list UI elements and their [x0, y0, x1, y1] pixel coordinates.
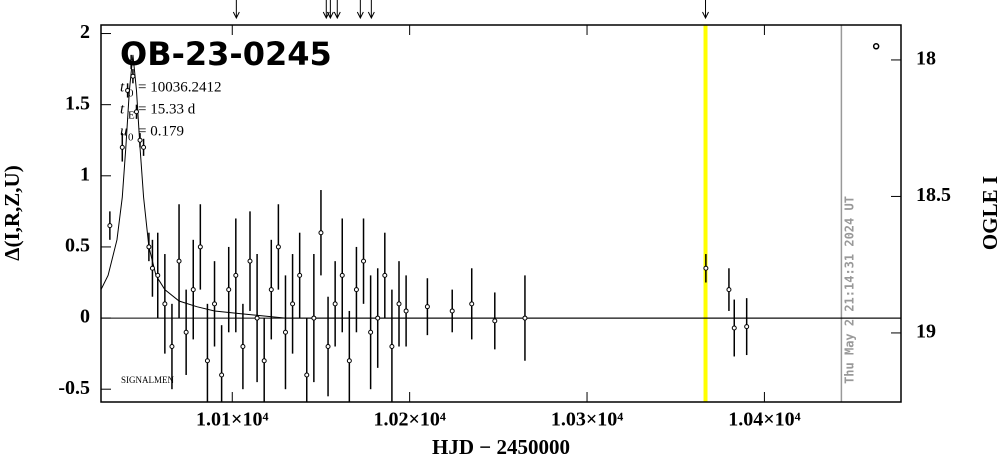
x-tick-label: 1.02×10⁴ — [373, 409, 445, 431]
arrow — [356, 0, 364, 20]
data-point — [424, 304, 430, 310]
ogle-point — [872, 43, 880, 50]
data-point — [744, 324, 750, 330]
data-point — [382, 272, 388, 278]
data-point — [219, 372, 225, 378]
param-sub: 0 — [128, 132, 134, 144]
data-point — [183, 329, 189, 335]
data-point — [703, 265, 709, 271]
timestamp: Thu May 2 21:14:31 2024 UT — [843, 196, 857, 384]
data-point — [247, 258, 253, 264]
param-symbol: u — [120, 123, 128, 139]
param-text: = 0.179 — [138, 123, 184, 139]
arrow — [367, 0, 375, 20]
data-point — [204, 358, 210, 364]
annotation: SIGNALMEN — [121, 375, 174, 385]
data-point — [130, 73, 136, 79]
data-point — [128, 59, 134, 65]
data-point — [149, 265, 155, 271]
data-point — [261, 358, 267, 364]
y-tick-label: 0.5 — [65, 235, 90, 257]
param-symbol: t — [120, 79, 125, 95]
data-point — [318, 230, 324, 236]
y2-tick-label: 19 — [916, 321, 936, 343]
arrow — [232, 0, 240, 20]
arrow — [333, 0, 341, 20]
data-point — [346, 358, 352, 364]
data-point — [226, 287, 232, 293]
data-point — [146, 244, 152, 250]
data-point — [240, 344, 246, 350]
data-point — [492, 318, 498, 324]
y-tick-label: -0.5 — [58, 377, 90, 399]
data-point — [268, 287, 274, 293]
data-point — [212, 301, 218, 307]
data-point — [290, 301, 296, 307]
param-sub: E — [128, 110, 135, 122]
x-tick-label: 1.01×10⁴ — [196, 409, 268, 431]
y2-tick-label: 18 — [916, 48, 936, 70]
data-point — [469, 301, 475, 307]
data-point — [282, 329, 288, 335]
data-point — [176, 258, 182, 264]
y-tick-label: 1 — [80, 163, 90, 185]
data-point — [107, 223, 113, 229]
arrow — [702, 0, 709, 20]
data-point — [396, 301, 402, 307]
data-point — [162, 301, 168, 307]
data-point — [731, 325, 737, 331]
arrow — [326, 0, 334, 20]
chart-title: OB-23-0245 — [120, 35, 332, 73]
data-point — [311, 315, 317, 321]
y2-tick-label: 18.5 — [916, 184, 951, 206]
y-tick-label: 2 — [80, 21, 90, 43]
y-tick-label: 1.5 — [65, 92, 90, 114]
data-point — [119, 144, 125, 150]
param-sub: 0 — [128, 88, 134, 100]
param-text: = 10036.2412 — [138, 79, 221, 95]
data-point — [197, 244, 203, 250]
data-point — [190, 287, 196, 293]
data-point — [522, 315, 528, 321]
y-axis-label: Δ(I,R,Z,U) — [0, 165, 24, 260]
data-point — [275, 244, 281, 250]
y-tick-label: 0 — [80, 306, 90, 328]
x-axis-label: HJD − 2450000 — [432, 435, 570, 459]
arrow — [322, 0, 330, 20]
data-point — [403, 308, 409, 314]
data-point — [353, 287, 359, 293]
data-point — [325, 344, 331, 350]
x-tick-label: 1.03×10⁴ — [551, 409, 623, 431]
data-point — [141, 144, 147, 150]
data-point — [169, 344, 175, 350]
param-text: = 15.33 d — [138, 101, 196, 117]
x-tick-label: 1.04×10⁴ — [728, 409, 800, 431]
y2-axis-label: OGLE I — [978, 176, 1002, 250]
data-point — [389, 344, 395, 350]
param-symbol: t — [120, 101, 125, 117]
data-point — [361, 258, 367, 264]
data-point — [133, 109, 139, 115]
data-point — [155, 272, 161, 278]
data-point — [375, 315, 381, 321]
data-point — [304, 372, 310, 378]
plot-area — [101, 25, 901, 402]
plot-frame — [100, 24, 902, 403]
data-point — [339, 272, 345, 278]
data-point — [368, 329, 374, 335]
data-point — [332, 301, 338, 307]
data-point — [449, 308, 455, 314]
data-point — [137, 137, 143, 143]
data-point — [297, 272, 303, 278]
data-point — [726, 287, 732, 293]
data-point — [125, 87, 131, 93]
data-point — [254, 315, 260, 321]
data-point — [233, 272, 239, 278]
